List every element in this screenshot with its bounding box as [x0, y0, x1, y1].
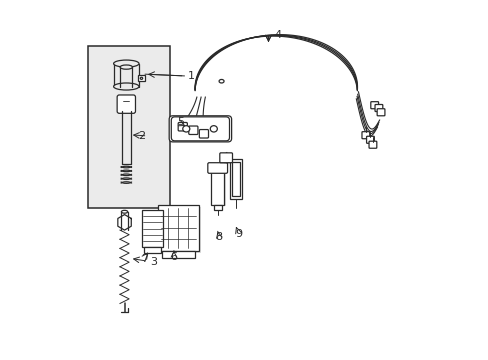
- Text: 2: 2: [138, 131, 145, 141]
- Text: 6: 6: [170, 252, 177, 262]
- Ellipse shape: [140, 77, 142, 79]
- Bar: [142, 210, 163, 247]
- FancyBboxPatch shape: [219, 153, 232, 163]
- Ellipse shape: [219, 80, 224, 83]
- Bar: [87, 46, 170, 208]
- Ellipse shape: [113, 60, 139, 67]
- Bar: [161, 207, 201, 253]
- FancyBboxPatch shape: [207, 163, 227, 173]
- Bar: [213, 205, 221, 210]
- FancyBboxPatch shape: [366, 136, 374, 143]
- Text: 8: 8: [215, 232, 222, 242]
- FancyBboxPatch shape: [374, 104, 382, 112]
- FancyBboxPatch shape: [169, 116, 231, 142]
- Ellipse shape: [183, 126, 189, 132]
- FancyBboxPatch shape: [370, 102, 378, 109]
- Bar: [137, 75, 145, 81]
- Text: 4: 4: [274, 30, 281, 40]
- FancyBboxPatch shape: [171, 117, 229, 141]
- Bar: [232, 162, 240, 196]
- Text: 1: 1: [187, 71, 194, 81]
- FancyBboxPatch shape: [199, 130, 208, 138]
- Ellipse shape: [120, 65, 132, 69]
- Text: 9: 9: [234, 229, 242, 239]
- Polygon shape: [118, 215, 131, 230]
- FancyBboxPatch shape: [376, 109, 384, 116]
- Bar: [210, 164, 224, 205]
- FancyBboxPatch shape: [117, 95, 135, 113]
- Ellipse shape: [113, 83, 139, 90]
- Bar: [161, 251, 195, 258]
- Bar: [230, 159, 241, 199]
- Ellipse shape: [121, 210, 127, 213]
- Text: 3: 3: [150, 257, 157, 267]
- FancyBboxPatch shape: [361, 132, 369, 139]
- FancyBboxPatch shape: [178, 122, 187, 131]
- Text: 5: 5: [177, 117, 183, 127]
- Ellipse shape: [210, 126, 217, 132]
- Text: 7: 7: [141, 254, 148, 264]
- FancyBboxPatch shape: [188, 126, 198, 135]
- Bar: [144, 212, 165, 249]
- Bar: [158, 205, 198, 251]
- FancyBboxPatch shape: [368, 141, 376, 148]
- Bar: [144, 247, 160, 253]
- Bar: [212, 166, 225, 206]
